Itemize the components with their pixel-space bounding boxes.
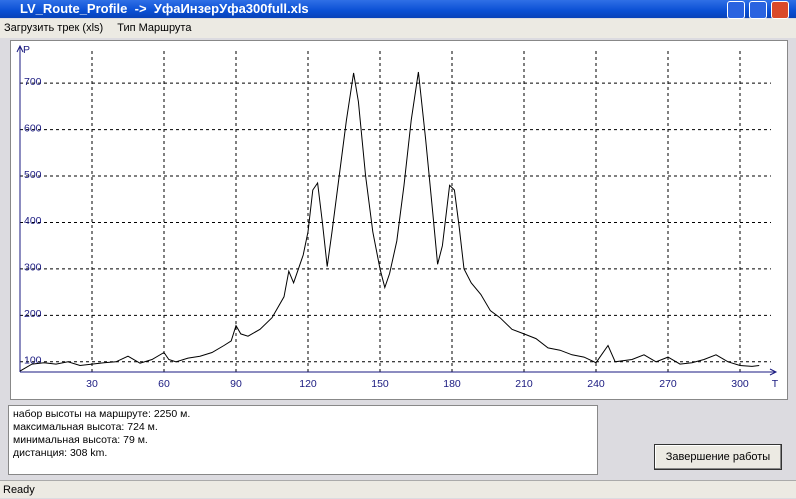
y-axis-label: P <box>23 44 30 56</box>
menu-item[interactable]: Загрузить трек (xls) <box>4 22 104 34</box>
chart: 100 200 300 400 500 600 700 30 60 90 120 150 180 210 2… <box>16 44 779 390</box>
y-tick-label: 300 <box>24 262 42 274</box>
y-tick-label: 700 <box>24 76 42 88</box>
y-tick-label: 400 <box>24 215 42 227</box>
info-line: дистанция: 308 km. <box>13 447 108 459</box>
x-tick-label: 210 <box>515 378 533 390</box>
y-tick-label: 600 <box>24 122 42 134</box>
title-bar: LV_Route_Profile -> УфаИнзерУфа300full.x… <box>0 0 796 18</box>
window-title: LV_Route_Profile -> УфаИнзерУфа300full.x… <box>20 1 309 16</box>
y-tick-label: 100 <box>24 355 42 367</box>
menu-item[interactable]: Тип Маршрута <box>117 22 192 34</box>
maximize-button[interactable] <box>749 1 767 19</box>
x-tick-label: 180 <box>443 378 461 390</box>
info-line: минимальная высота: 79 м. <box>13 434 148 446</box>
x-tick-label: 150 <box>371 378 389 390</box>
status-text: Ready <box>3 484 35 496</box>
x-axis-label: T <box>772 378 779 390</box>
y-tick-label: 200 <box>24 308 42 320</box>
chart-panel: 100 200 300 400 500 600 700 30 60 90 120 150 180 210 2… <box>10 40 788 400</box>
x-tick-label: 60 <box>158 378 170 390</box>
info-box: набор высоты на маршруте: 2250 м. максима… <box>8 405 598 475</box>
exit-button[interactable]: Завершение работы <box>654 444 782 470</box>
info-line: максимальная высота: 724 м. <box>13 421 158 433</box>
status-bar: Ready <box>0 480 796 498</box>
x-tick-label: 300 <box>731 378 749 390</box>
x-tick-label: 270 <box>659 378 677 390</box>
x-tick-label: 120 <box>299 378 317 390</box>
profile-line <box>19 71 760 372</box>
close-button[interactable] <box>771 1 789 19</box>
minimize-button[interactable] <box>727 1 745 19</box>
x-tick-label: 240 <box>587 378 605 390</box>
y-tick-label: 500 <box>24 169 42 181</box>
info-line: набор высоты на маршруте: 2250 м. <box>13 408 191 420</box>
axis-arrow <box>16 44 778 376</box>
x-tick-label: 90 <box>230 378 242 390</box>
menu-bar: Загрузить трек (xls) Тип Маршрута <box>0 19 796 38</box>
x-tick-label: 30 <box>86 378 98 390</box>
